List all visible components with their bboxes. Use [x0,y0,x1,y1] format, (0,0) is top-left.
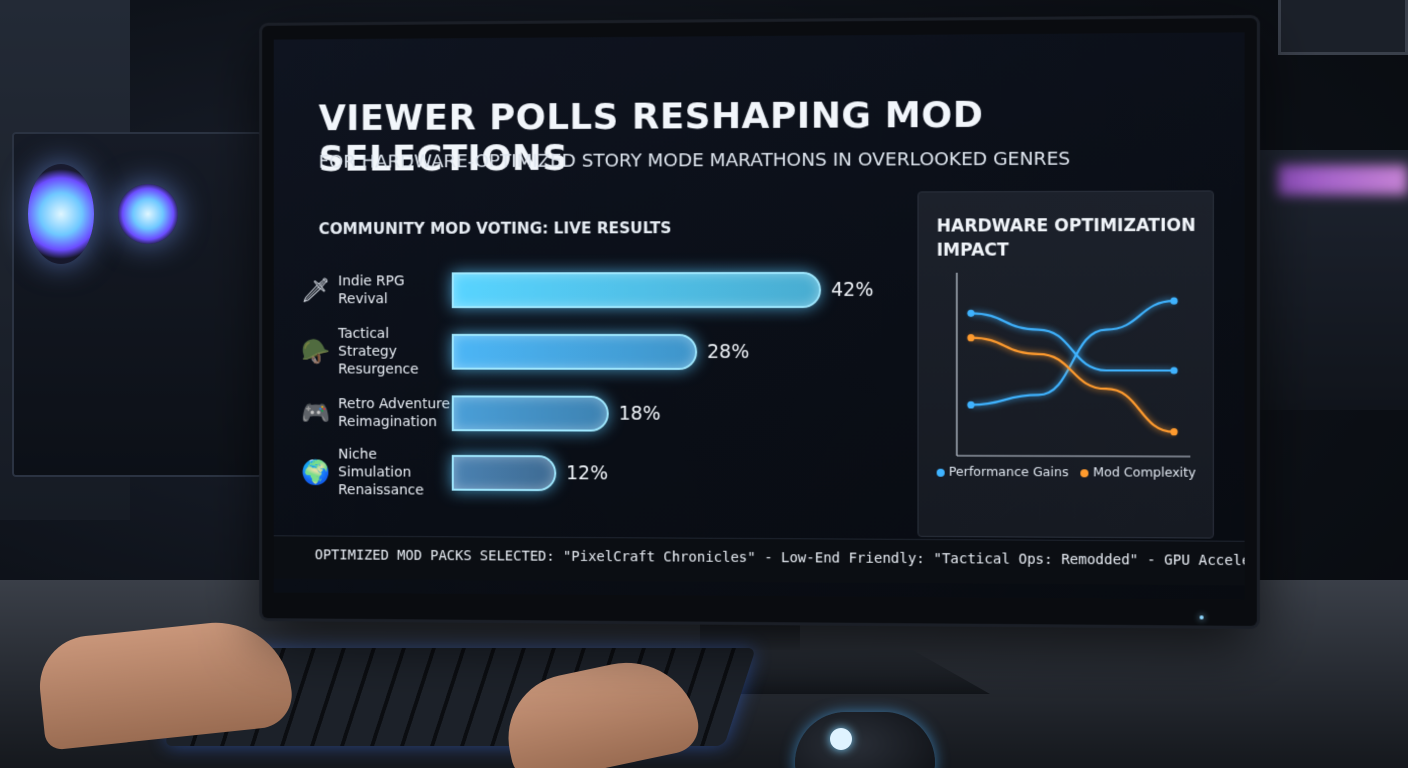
legend-dot-icon [1080,468,1089,477]
poll-percent-value: 28% [707,340,750,363]
legend-label: Performance Gains [948,463,1069,480]
legend-item-performance-gains: Performance Gains [936,463,1069,480]
poll-bar-fill [451,454,557,492]
gamepad-icon: 🎮 [301,399,331,427]
performance-gains-line-point [1170,297,1178,305]
background-picture-frame [1278,0,1408,55]
x-axis [957,456,1191,457]
poll-bar-fill [451,395,609,432]
monitor: Viewer Polls Reshaping Mod Selections Fo… [262,18,1257,626]
mouse[interactable] [795,712,935,768]
monitor-screen: Viewer Polls Reshaping Mod Selections Fo… [273,32,1245,600]
chart-legend: Performance Gains Mod Complexity [936,463,1196,480]
globe-icon: 🌍 [301,458,331,487]
mod-pack-ticker: OPTIMIZED MOD PACKS SELECTED: "PixelCraf… [273,535,1245,586]
performance-gains-line-secondary-point [967,309,975,317]
performance-gains-line-secondary-point [1170,366,1178,375]
performance-gains-line-point [967,401,975,409]
performance-gains-line [971,301,1174,405]
poll-percent-value: 18% [618,402,661,425]
pc-fan-right [118,184,178,244]
poll-bar-fill [451,271,822,309]
poll-percent-value: 42% [831,278,874,301]
hardware-optimization-chart-panel: Hardware Optimization Impact Performance… [917,190,1214,539]
poll-percent-value: 12% [566,462,608,485]
poll-row: 🗡 Indie RPG Revival 42% [299,268,873,312]
legend-label: Mod Complexity [1092,464,1196,480]
mod-complexity-line-point [967,334,975,342]
line-chart [918,191,1214,539]
background-pc-case [12,132,262,477]
pc-fan-left [28,164,94,264]
power-led-icon [1199,615,1204,620]
tank-icon: 🪖 [301,337,331,366]
poll-row: 🌍 Niche Simulation Renaissance 12% [299,447,873,499]
page-subtitle: For Hardware-Optimized Story Mode Marath… [318,148,1071,173]
poll-section-label: Community Mod Voting: Live Results [318,219,672,238]
poll-option-label: Tactical Strategy Resurgence [338,325,419,378]
mod-complexity-line-point [1170,428,1178,436]
poll-row: 🎮 Retro Adventure Reimagination 18% [299,391,873,436]
legend-item-mod-complexity: Mod Complexity [1080,464,1196,480]
poll-option-label: Niche Simulation Renaissance [338,446,424,499]
poll-row: 🪖 Tactical Strategy Resurgence 28% [299,326,873,378]
poll-bar-fill [451,333,698,370]
legend-dot-icon [936,468,945,477]
poll-results-list: 🗡 Indie RPG Revival 42% 🪖 Tactical Strategy … [274,32,1245,498]
poll-option-label: Indie RPG Revival [338,273,405,308]
background-rgb-strip [1278,165,1408,195]
poll-option-label: Retro Adventure Reimagination [338,396,450,431]
mouse-logo-icon [830,728,852,750]
sword-icon: 🗡 [300,276,331,305]
